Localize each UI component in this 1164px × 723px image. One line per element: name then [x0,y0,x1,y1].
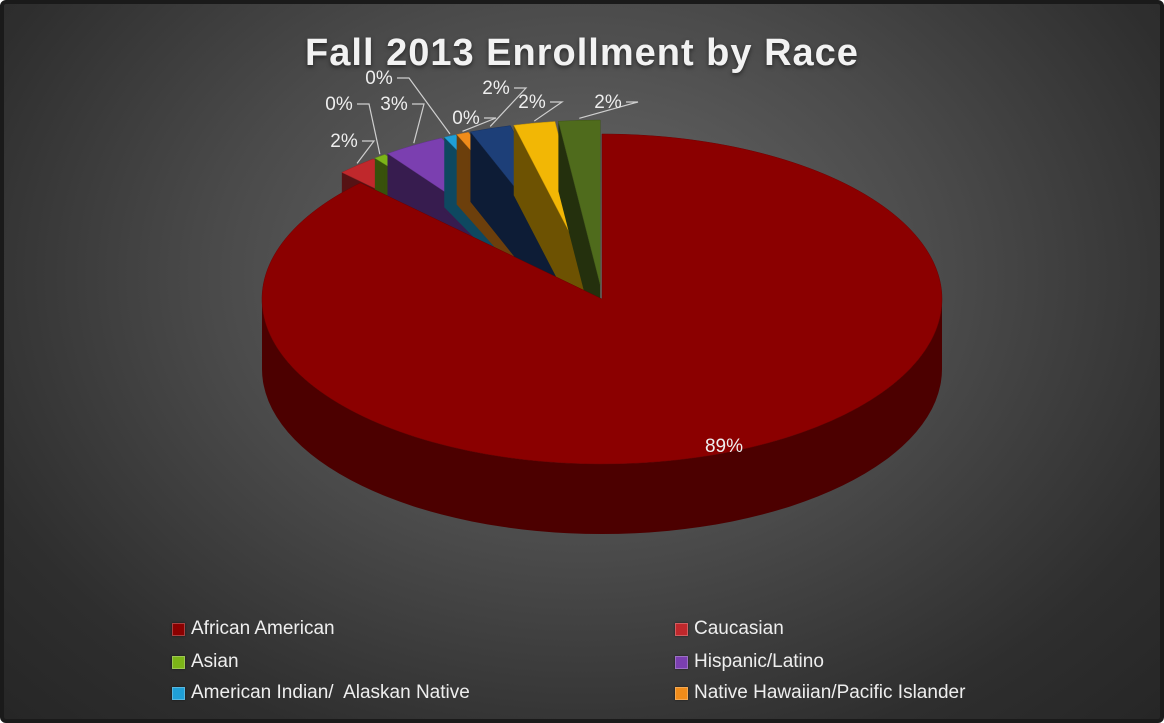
data-label-leader-8 [579,101,639,119]
data-label-native-hawaiian-pacific-islander: 0% [452,108,480,129]
data-label-leader-7 [533,101,564,122]
data-label-leader-3 [412,103,425,144]
pie-slice-side-african-american [262,299,942,534]
pie-chart: 89%2%0% 3%0%0%2%2% 2% [261,68,943,534]
pie-slice-top-slice-8 [558,119,601,286]
data-label-leader-5 [462,117,497,132]
data-label-slice-7: 2% [518,92,546,113]
pie-slice-top-african-american [261,133,943,465]
data-label-asian: 0% [325,94,353,115]
data-label-leader-6 [489,87,528,127]
chart-title: Fall 2013 Enrollment by Race [305,32,859,74]
data-label-leader-4 [397,77,451,135]
pie-slice-african-american [261,133,943,534]
data-label-slice-8: 2% [594,92,622,113]
data-label-leader-1 [356,140,376,164]
data-label-hispanic-latino: 3% [380,94,408,115]
data-label-caucasian: 2% [330,131,358,152]
data-label-american-indian-alaskan-native: 0% [365,68,393,89]
data-label-leader-2 [357,103,381,155]
data-label-slice-6: 2% [482,78,510,99]
data-label-african-american: 89% [705,436,743,457]
